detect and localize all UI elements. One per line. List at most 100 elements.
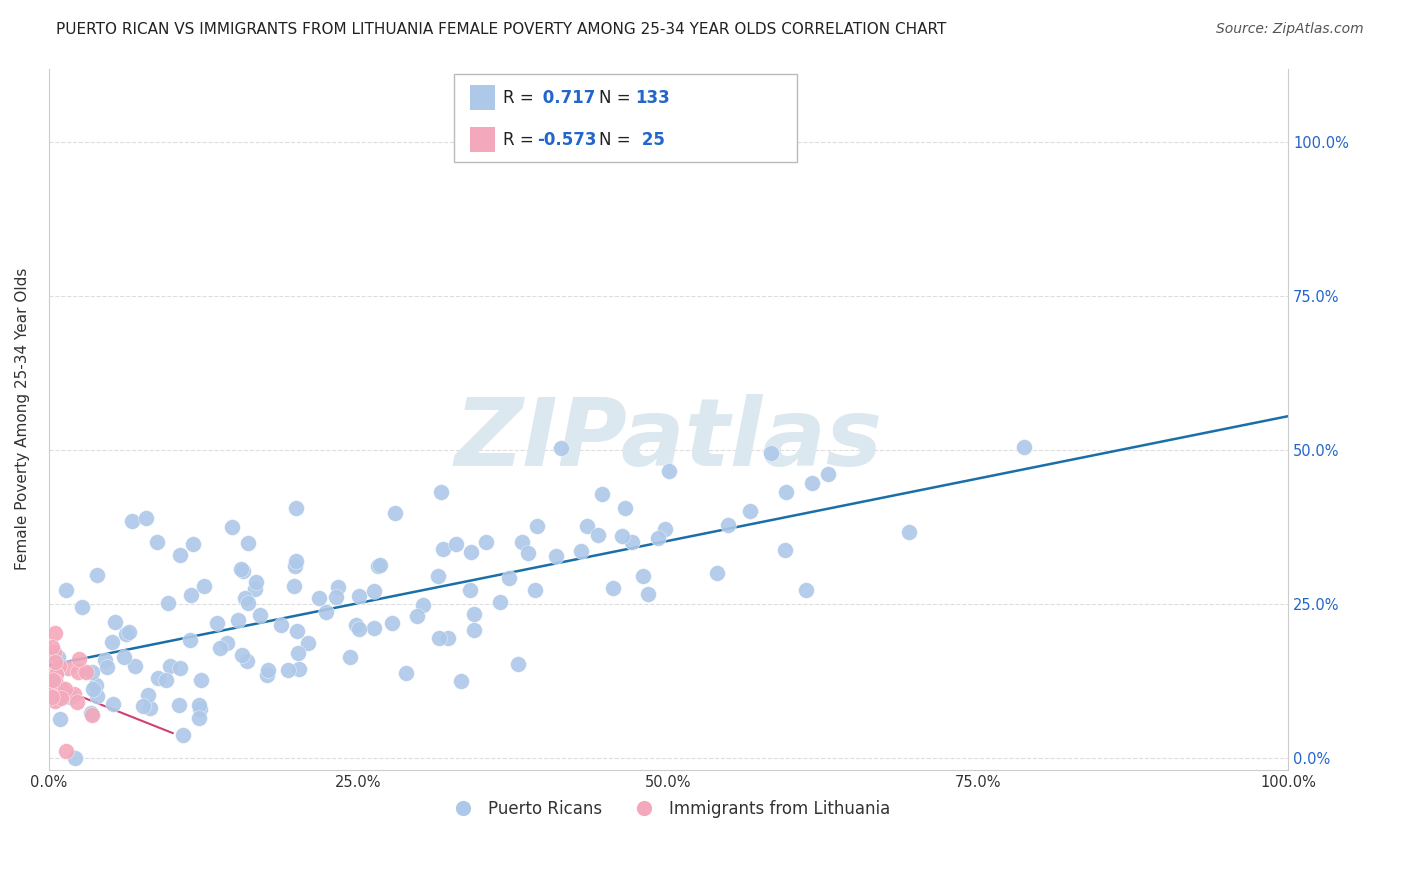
Point bbox=[49, 688, 72, 702]
Point bbox=[460, 545, 482, 559]
Point bbox=[169, 698, 191, 712]
Point bbox=[67, 651, 90, 665]
Point bbox=[62, 687, 84, 701]
Point bbox=[717, 518, 740, 533]
Point bbox=[475, 535, 498, 549]
Point bbox=[42, 673, 65, 688]
Point bbox=[101, 635, 124, 649]
Point bbox=[45, 667, 67, 681]
Point bbox=[79, 706, 101, 720]
Point bbox=[658, 464, 681, 478]
Point bbox=[347, 589, 370, 603]
Point bbox=[526, 519, 548, 533]
Point bbox=[135, 511, 157, 525]
Text: R =: R = bbox=[503, 89, 540, 107]
Point bbox=[347, 623, 370, 637]
Point bbox=[395, 666, 418, 681]
Point bbox=[381, 616, 404, 631]
Point bbox=[517, 546, 540, 560]
Point bbox=[190, 673, 212, 687]
Point bbox=[44, 694, 66, 708]
Point bbox=[41, 686, 63, 700]
Point bbox=[285, 501, 308, 516]
Point bbox=[46, 649, 69, 664]
Point bbox=[621, 534, 644, 549]
Point bbox=[706, 566, 728, 581]
Point bbox=[444, 537, 467, 551]
Point bbox=[193, 579, 215, 593]
Point bbox=[75, 665, 97, 679]
Point bbox=[159, 659, 181, 673]
Point bbox=[155, 673, 177, 688]
Point bbox=[458, 582, 481, 597]
Point bbox=[221, 520, 243, 534]
Point bbox=[344, 618, 367, 632]
Point bbox=[146, 534, 169, 549]
Point bbox=[315, 606, 337, 620]
Point bbox=[229, 562, 252, 576]
Text: N =: N = bbox=[599, 131, 636, 149]
Point bbox=[187, 698, 209, 712]
Point bbox=[55, 583, 77, 598]
Point bbox=[41, 640, 63, 655]
Point bbox=[283, 579, 305, 593]
Point bbox=[647, 531, 669, 545]
Point bbox=[205, 616, 228, 631]
Point bbox=[498, 571, 520, 585]
Text: 25: 25 bbox=[636, 131, 665, 149]
Point bbox=[121, 514, 143, 528]
Point bbox=[328, 580, 350, 594]
Point bbox=[450, 674, 472, 689]
Point bbox=[42, 645, 65, 659]
Point bbox=[136, 688, 159, 702]
Text: R =: R = bbox=[503, 131, 540, 149]
Point bbox=[58, 690, 80, 705]
Point bbox=[550, 441, 572, 455]
Point bbox=[297, 636, 319, 650]
Point bbox=[236, 596, 259, 610]
Point bbox=[612, 529, 634, 543]
Point bbox=[49, 681, 72, 695]
Point bbox=[82, 707, 104, 722]
Point bbox=[44, 625, 66, 640]
Point bbox=[432, 541, 454, 556]
Point bbox=[93, 653, 115, 667]
Point bbox=[463, 623, 485, 637]
Point bbox=[41, 690, 63, 705]
Text: ZIPatlas: ZIPatlas bbox=[454, 394, 883, 486]
Point bbox=[759, 445, 782, 459]
Point bbox=[103, 615, 125, 629]
Point bbox=[44, 673, 66, 688]
Point bbox=[49, 712, 72, 726]
Point bbox=[370, 558, 392, 573]
Point bbox=[124, 659, 146, 673]
Point bbox=[569, 544, 592, 558]
Point bbox=[270, 617, 292, 632]
Text: Source: ZipAtlas.com: Source: ZipAtlas.com bbox=[1216, 22, 1364, 37]
Point bbox=[181, 537, 204, 551]
Point bbox=[243, 582, 266, 596]
Point bbox=[233, 591, 256, 605]
Text: 133: 133 bbox=[636, 89, 671, 107]
Point bbox=[367, 558, 389, 573]
Point bbox=[249, 608, 271, 623]
Point bbox=[146, 671, 169, 685]
Point bbox=[613, 501, 636, 516]
Point bbox=[800, 475, 823, 490]
Point bbox=[132, 699, 155, 714]
Point bbox=[80, 665, 103, 679]
Point bbox=[339, 649, 361, 664]
Point bbox=[363, 584, 385, 599]
Point bbox=[631, 568, 654, 582]
Y-axis label: Female Poverty Among 25-34 Year Olds: Female Poverty Among 25-34 Year Olds bbox=[15, 268, 30, 571]
Text: -0.573: -0.573 bbox=[537, 131, 596, 149]
Point bbox=[86, 689, 108, 703]
Point bbox=[817, 467, 839, 482]
Point bbox=[287, 646, 309, 660]
Point bbox=[180, 588, 202, 602]
Point bbox=[775, 485, 797, 500]
Point bbox=[169, 548, 191, 562]
Point bbox=[256, 668, 278, 682]
Point bbox=[325, 590, 347, 604]
Point bbox=[179, 633, 201, 648]
